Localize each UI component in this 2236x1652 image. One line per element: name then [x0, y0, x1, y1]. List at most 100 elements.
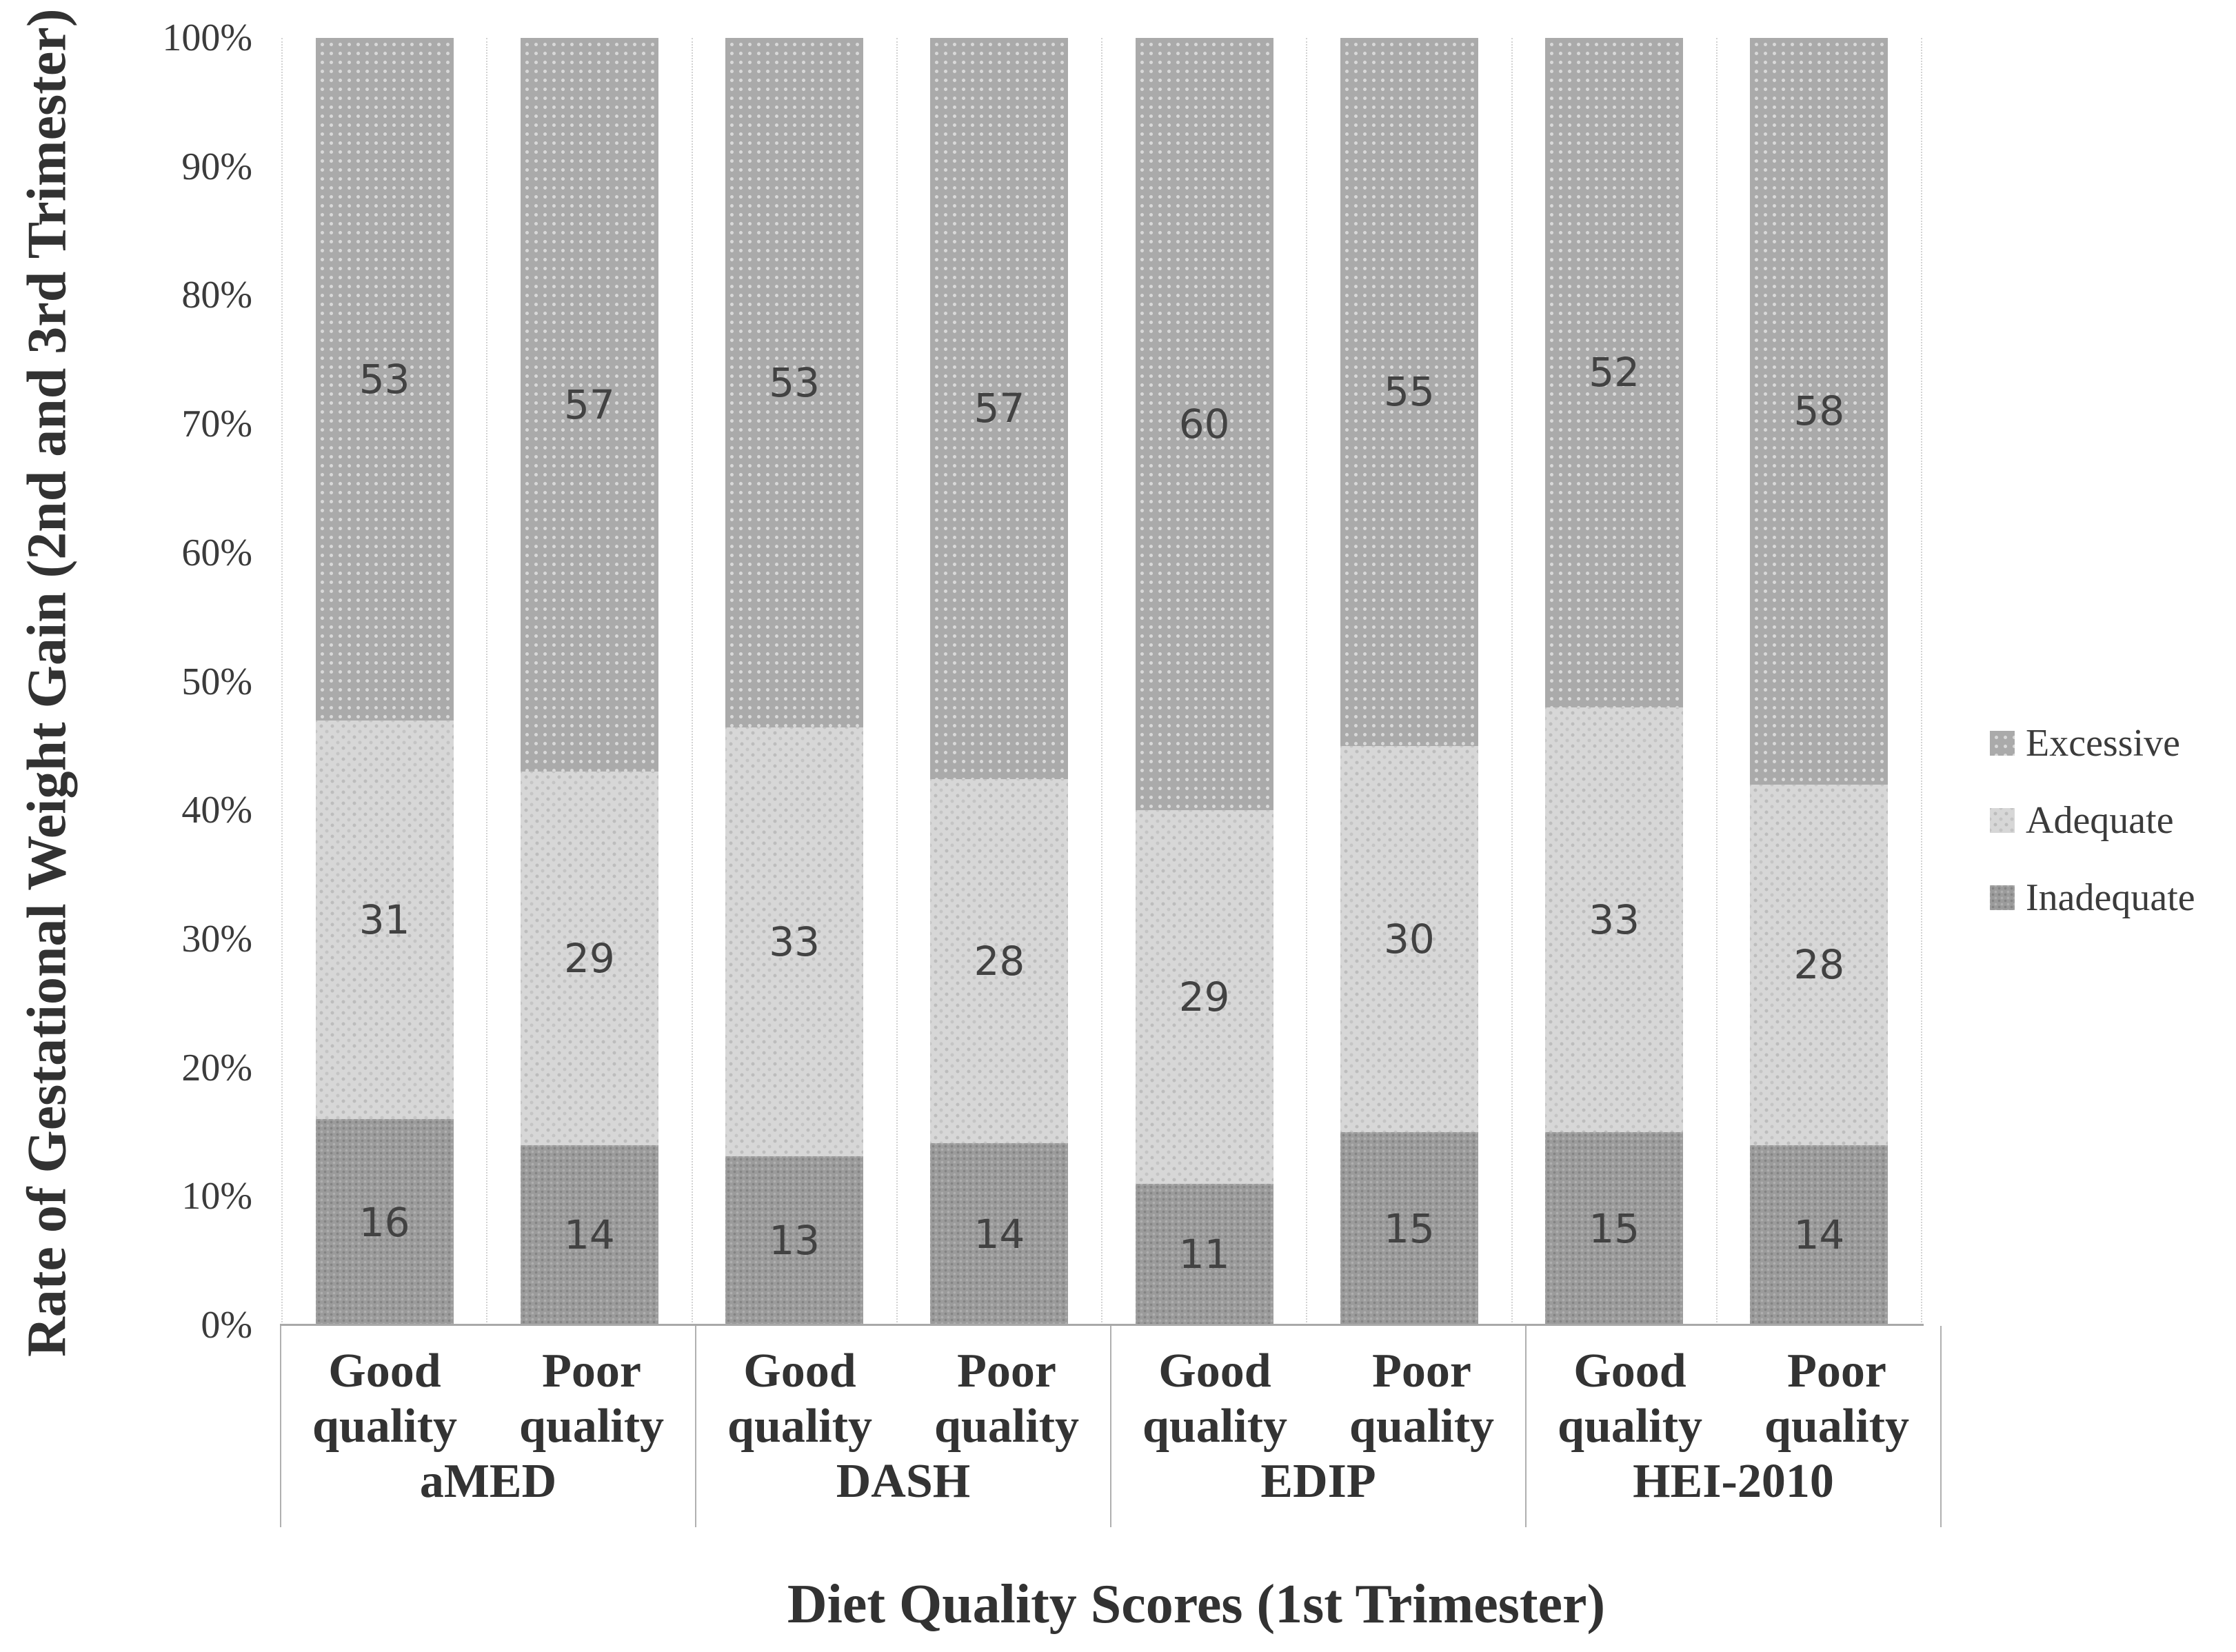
bar-slot: 57 28 14	[896, 38, 1101, 1325]
data-label: 52	[1589, 349, 1640, 396]
y-tick-label: 60%	[181, 531, 252, 574]
stacked-bar-dash-good: 53 33 13	[725, 38, 864, 1325]
excessive-swatch-icon	[1990, 731, 2015, 756]
category-label-text: Good quality	[1557, 1344, 1703, 1453]
segment-excessive: 57	[930, 38, 1069, 779]
segment-inadequate: 15	[1545, 1131, 1684, 1325]
data-label: 57	[974, 385, 1025, 432]
group-cell-edip: Good quality Poor quality EDIP	[1111, 1326, 1527, 1527]
y-tick-label: 10%	[181, 1175, 252, 1218]
x-axis-line	[280, 1324, 1924, 1326]
category-label: Good quality	[1527, 1344, 1733, 1454]
legend-label-excessive: Excessive	[2026, 722, 2180, 765]
data-label: 33	[1589, 896, 1640, 943]
stacked-bar-edip-poor: 55 30 15	[1340, 38, 1478, 1325]
segment-excessive: 53	[725, 38, 864, 727]
segment-inadequate: 14	[930, 1142, 1069, 1325]
bar-slot: 53 33 13	[691, 38, 896, 1325]
y-tick-label: 40%	[181, 789, 252, 832]
data-label: 15	[1383, 1205, 1435, 1252]
segment-inadequate: 16	[315, 1119, 454, 1325]
stacked-bar-dash-poor: 57 28 14	[930, 38, 1069, 1325]
data-label: 14	[563, 1211, 615, 1259]
segment-excessive: 55	[1340, 38, 1478, 746]
segment-inadequate: 11	[1135, 1183, 1273, 1326]
data-label: 57	[563, 381, 615, 429]
segment-adequate: 31	[315, 720, 454, 1120]
category-label-text: Good quality	[1142, 1344, 1288, 1453]
segment-excessive: 57	[520, 38, 658, 772]
bar-slot: 53 31 16	[281, 38, 486, 1325]
category-label: Poor quality	[903, 1344, 1110, 1454]
category-label-text: Poor quality	[1764, 1344, 1910, 1453]
category-label-text: Poor quality	[518, 1344, 665, 1453]
x-axis-title: Diet Quality Scores (1st Trimester)	[787, 1574, 1606, 1635]
category-label-text: Poor quality	[934, 1344, 1080, 1453]
segment-inadequate: 13	[725, 1156, 864, 1325]
legend: Excessive Adequate Inadequate	[1990, 722, 2195, 919]
y-tick-label: 100%	[162, 17, 252, 59]
group-label: HEI-2010	[1633, 1454, 1834, 1508]
data-label: 13	[769, 1217, 820, 1265]
data-label: 14	[1793, 1211, 1845, 1259]
data-label: 11	[1178, 1231, 1230, 1278]
y-tick-label: 90%	[181, 145, 252, 188]
legend-label-inadequate: Inadequate	[2026, 876, 2195, 919]
legend-item-inadequate: Inadequate	[1990, 876, 2195, 919]
category-label: Good quality	[281, 1344, 488, 1454]
category-label: Good quality	[696, 1344, 903, 1454]
bar-slot: 58 28 14	[1715, 38, 1921, 1325]
segment-excessive: 52	[1545, 38, 1684, 707]
quality-label-row: Good quality Poor quality	[1527, 1326, 1940, 1454]
segment-excessive: 58	[1750, 38, 1888, 785]
y-tick-label: 70%	[181, 403, 252, 446]
category-label: Poor quality	[488, 1344, 695, 1454]
quality-label-row: Good quality Poor quality	[696, 1326, 1110, 1454]
stacked-bar-hei-2010-poor: 58 28 14	[1750, 38, 1888, 1325]
adequate-swatch-icon	[1990, 808, 2015, 833]
data-label: 55	[1383, 368, 1435, 416]
segment-excessive: 53	[315, 38, 454, 721]
y-tick-label: 0%	[201, 1304, 252, 1347]
legend-label-adequate: Adequate	[2026, 799, 2174, 842]
segment-excessive: 60	[1135, 38, 1273, 811]
segment-adequate: 29	[520, 772, 658, 1145]
bar-slot: 57 29 14	[486, 38, 691, 1325]
quality-label-row: Good quality Poor quality	[281, 1326, 695, 1454]
category-label-text: Poor quality	[1349, 1344, 1495, 1453]
stacked-bar-amed-good: 53 31 16	[315, 38, 454, 1325]
data-label: 16	[359, 1198, 410, 1246]
segment-adequate: 29	[1135, 810, 1273, 1184]
y-axis-tick-labels: 0% 10% 20% 30% 40% 50% 60% 70% 80% 90% 100%	[0, 17, 262, 1347]
group-label: DASH	[836, 1454, 971, 1508]
data-label: 30	[1383, 915, 1435, 963]
segment-adequate: 33	[1545, 707, 1684, 1132]
group-cell-hei-2010: Good quality Poor quality HEI-2010	[1527, 1326, 1942, 1527]
bar-slot: 52 33 15	[1511, 38, 1716, 1325]
segment-inadequate: 14	[520, 1145, 658, 1325]
category-axis-table: Good quality Poor quality aMED Good quality…	[280, 1326, 1942, 1527]
stacked-bar-hei-2010-good: 52 33 15	[1545, 38, 1684, 1325]
data-label: 15	[1589, 1205, 1640, 1252]
y-tick-label: 50%	[181, 660, 252, 703]
segment-adequate: 33	[725, 727, 864, 1156]
bar-slot: 60 29 11	[1101, 38, 1306, 1326]
data-label: 58	[1793, 387, 1845, 435]
stacked-bar-edip-good: 60 29 11	[1135, 38, 1273, 1326]
segment-adequate: 28	[1750, 784, 1888, 1145]
category-label: Poor quality	[1733, 1344, 1940, 1454]
data-label: 33	[769, 918, 820, 965]
data-label: 60	[1178, 401, 1230, 448]
data-label: 28	[1793, 941, 1845, 989]
segment-adequate: 30	[1340, 745, 1478, 1132]
segment-inadequate: 14	[1750, 1145, 1888, 1325]
category-label: Good quality	[1111, 1344, 1318, 1454]
legend-item-adequate: Adequate	[1990, 799, 2195, 842]
category-label-text: Good quality	[312, 1344, 458, 1453]
legend-item-excessive: Excessive	[1990, 722, 2195, 765]
segment-inadequate: 15	[1340, 1131, 1478, 1325]
data-label: 29	[1178, 973, 1230, 1020]
category-label: Poor quality	[1318, 1344, 1525, 1454]
data-label: 14	[974, 1210, 1025, 1258]
